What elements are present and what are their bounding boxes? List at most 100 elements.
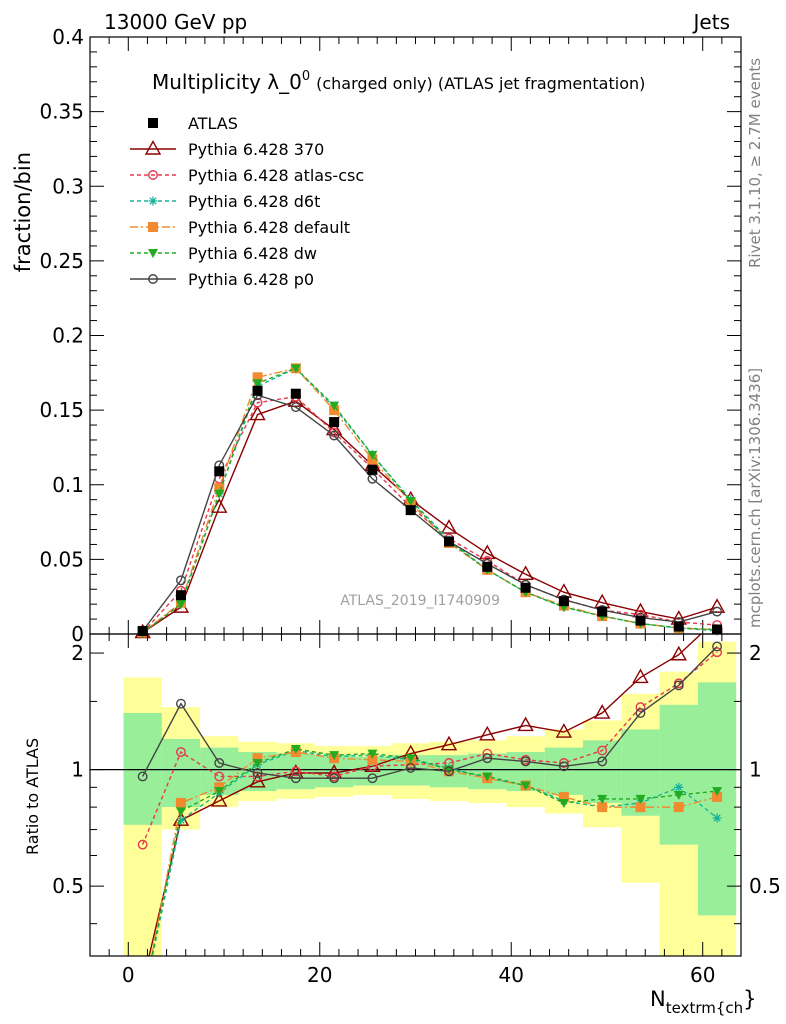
ratio-y-tick-label: 1 — [71, 758, 84, 782]
ratio-point-pythia-6-428-p0 — [137, 771, 148, 782]
ratio-point-pythia-6-428-atlas-csc — [635, 702, 646, 713]
ratio-point-pythia-6-428-p0 — [329, 773, 340, 784]
plot-title-sup: 0 — [302, 69, 310, 84]
ratio-point-pythia-6-428-p0 — [520, 756, 531, 767]
y-tick-label: 0.15 — [39, 398, 84, 422]
series-point-pythia-6-428-p0 — [175, 575, 186, 586]
x-tick-label: 40 — [499, 963, 524, 987]
atlas-data-point — [597, 606, 608, 617]
ratio-series-pythia-6-428-370 — [148, 634, 702, 956]
ratio-point-pythia-6-428-atlas-csc — [290, 766, 301, 777]
ratio-y-tick-label-right: 0.5 — [749, 874, 781, 898]
ratio-point-pythia-6-428-dw — [520, 781, 531, 791]
atlas-data-point — [712, 624, 723, 635]
x-tick-label: 0 — [122, 963, 135, 987]
atlas-data-point — [558, 596, 569, 607]
ratio-line-pythia-6-428-dw — [151, 748, 718, 956]
ratio-point-pythia-6-428-p0 — [214, 758, 225, 768]
ratio-line-pythia-6-428-p0 — [142, 645, 718, 779]
ratio-point-pythia-6-428-370 — [479, 725, 496, 741]
ratio-point-pythia-6-428-p0 — [405, 762, 416, 773]
ratio-point-pythia-6-428-default — [558, 791, 569, 802]
series-point-pythia-6-428-p0 — [329, 430, 340, 441]
uncertainty-band-inner — [544, 747, 584, 795]
ratio-bands — [123, 641, 737, 956]
ratio-series-pythia-6-428-p0 — [137, 641, 723, 784]
ratio-point-pythia-6-428-d6t — [712, 813, 722, 823]
legend-marker-pythia-6-428-d6t — [148, 196, 158, 206]
ratio-point-pythia-6-428-p0 — [367, 773, 378, 784]
atlas-data-point — [405, 505, 416, 516]
ratio-y-tick-label: 0.5 — [52, 874, 84, 898]
y-tick-label: 0.35 — [39, 100, 84, 124]
ratio-point-pythia-6-428-default — [673, 802, 684, 813]
atlas-data-point — [367, 464, 378, 475]
ratio-point-pythia-6-428-d6t — [176, 815, 186, 825]
y-tick-label: 0.25 — [39, 249, 84, 273]
ratio-point-pythia-6-428-atlas-csc — [252, 771, 263, 782]
ratio-point-pythia-6-428-dw — [673, 790, 684, 800]
ratio-point-pythia-6-428-370 — [593, 704, 611, 719]
side-rivet-label: Rivet 3.1.10, ≥ 2.7M events — [746, 58, 764, 268]
ratio-point-pythia-6-428-default — [175, 797, 186, 808]
header-energy-label: 13000 GeV pp — [104, 10, 247, 34]
ratio-point-pythia-6-428-default — [712, 791, 723, 802]
x-axis-label: Ntextrm{ch} — [650, 987, 757, 1017]
legend-marker-pythia-6-428-p0 — [148, 274, 158, 284]
header-jets-label: Jets — [692, 10, 730, 34]
ratio-point-pythia-6-428-dw — [252, 759, 263, 769]
legend: ATLAS Pythia 6.428 370 Pythia 6.428 atlas-… — [130, 114, 364, 289]
series-point-pythia-6-428-370 — [440, 519, 458, 534]
series-point-pythia-6-428-p0 — [712, 606, 723, 617]
ratio-point-pythia-6-428-370 — [211, 791, 228, 807]
ratio-point-pythia-6-428-p0 — [558, 761, 569, 772]
series-point-pythia-6-428-dw — [175, 600, 186, 610]
series-point-pythia-6-428-370 — [249, 405, 266, 421]
main-x-ticks — [89, 37, 742, 634]
y-tick-label: 0.05 — [39, 547, 84, 571]
main-data-layer — [137, 385, 723, 637]
legend-marker-pythia-6-428-atlas-csc — [148, 170, 158, 180]
ratio-series-layer — [137, 634, 723, 956]
ratio-point-pythia-6-428-dw — [558, 798, 569, 808]
x-axis-label-main: N — [650, 987, 666, 1011]
ratio-point-pythia-6-428-dw — [329, 751, 340, 761]
ratio-point-pythia-6-428-default — [597, 802, 608, 813]
series-point-pythia-6-428-p0 — [290, 402, 301, 413]
series-point-pythia-6-428-dw — [252, 379, 263, 389]
ratio-point-pythia-6-428-370 — [670, 645, 687, 661]
ratio-point-pythia-6-428-p0 — [597, 756, 608, 767]
ratio-line-pythia-6-428-370 — [148, 634, 702, 956]
y-tick-label: 0.2 — [52, 324, 84, 348]
ratio-point-pythia-6-428-370 — [440, 735, 458, 751]
ratio-point-pythia-6-428-370 — [517, 716, 534, 732]
ratio-point-pythia-6-428-dw — [712, 787, 723, 797]
legend-label-pythia-6-428-p0: Pythia 6.428 p0 — [188, 270, 314, 289]
legend-label-pythia-6-428-atlas-csc: Pythia 6.428 atlas-csc — [188, 166, 364, 185]
uncertainty-band-inner — [276, 753, 315, 790]
ratio-point-pythia-6-428-atlas-csc — [175, 747, 186, 757]
atlas-data-point — [290, 388, 301, 399]
ratio-y-tick-label: 2 — [71, 641, 84, 665]
series-point-pythia-6-428-dw — [405, 497, 416, 507]
x-tick-label: 20 — [307, 963, 332, 987]
main-y-axis: 0 0.05 0.1 0.15 0.2 0.25 0.3 0.35 0.4 — [39, 25, 741, 646]
series-point-pythia-6-428-dw — [214, 489, 225, 499]
y-tick-label: 0.3 — [52, 174, 84, 198]
ratio-point-pythia-6-428-dw — [290, 745, 301, 755]
ratio-point-pythia-6-428-atlas-csc — [558, 758, 569, 768]
atlas-data-point — [175, 590, 186, 601]
ratio-point-pythia-6-428-dw — [635, 794, 646, 804]
legend-marker-pythia-6-428-370 — [144, 140, 162, 155]
y-tick-label: 0 — [71, 622, 84, 646]
ratio-point-pythia-6-428-p0 — [635, 708, 646, 718]
ratio-y-tick-label-right: 2 — [749, 641, 762, 665]
atlas-data-point — [137, 626, 148, 637]
atlas-data-point — [635, 615, 646, 626]
ratio-point-pythia-6-428-p0 — [175, 698, 186, 709]
atlas-data-point — [252, 385, 263, 396]
uncertainty-band-inner — [161, 738, 201, 808]
series-line-pythia-6-428-dw — [142, 367, 718, 634]
y-tick-label: 0.4 — [52, 25, 84, 49]
